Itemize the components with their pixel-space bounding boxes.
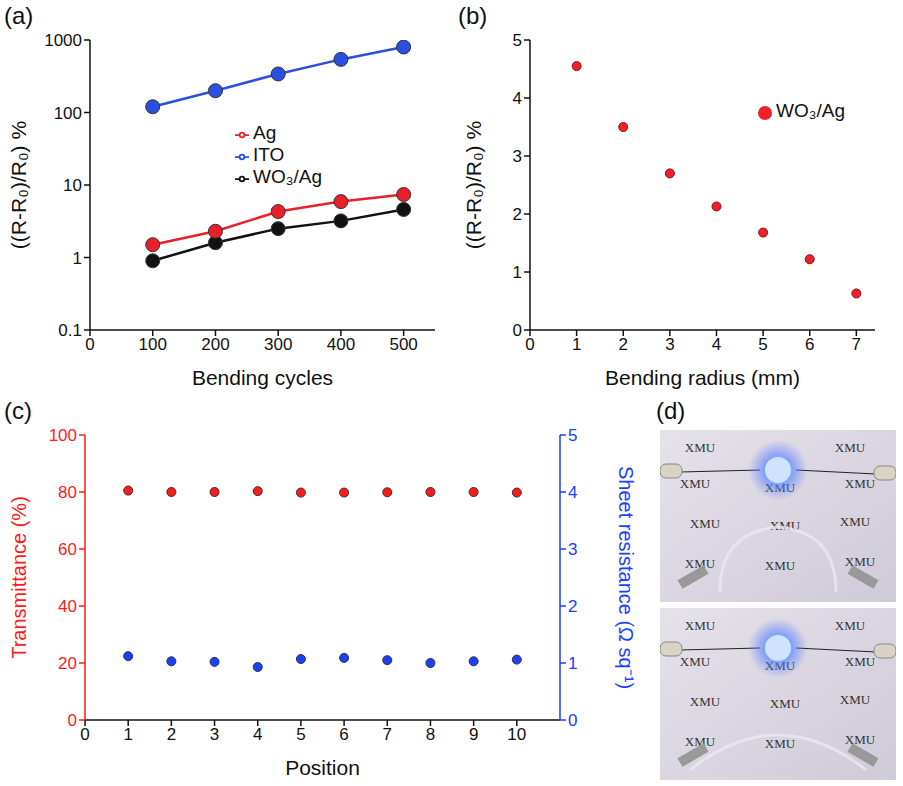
svg-text:40: 40 <box>58 597 77 616</box>
svg-text:XMU: XMU <box>685 440 716 455</box>
svg-text:200: 200 <box>201 335 229 354</box>
svg-text:4: 4 <box>253 725 262 744</box>
svg-text:5: 5 <box>513 31 522 50</box>
svg-text:1: 1 <box>123 725 132 744</box>
svg-text:100: 100 <box>49 426 77 445</box>
svg-text:4: 4 <box>568 483 577 502</box>
svg-text:XMU: XMU <box>845 476 876 491</box>
svg-text:1000: 1000 <box>44 31 82 50</box>
svg-text:0.1: 0.1 <box>58 321 82 340</box>
svg-text:1: 1 <box>572 335 581 354</box>
svg-text:80: 80 <box>58 483 77 502</box>
svg-text:6: 6 <box>339 725 348 744</box>
svg-text:XMU: XMU <box>845 732 876 747</box>
svg-text:9: 9 <box>469 725 478 744</box>
svg-text:2: 2 <box>513 205 522 224</box>
html-text:(d): (d) <box>656 397 686 424</box>
svg-text:3: 3 <box>210 725 219 744</box>
svg-text:7: 7 <box>383 725 392 744</box>
html-text:(b): (b) <box>458 2 488 29</box>
svg-text:5: 5 <box>296 725 305 744</box>
svg-text:0: 0 <box>85 335 94 354</box>
html-text:ITO: ITO <box>253 144 285 165</box>
svg-text:500: 500 <box>389 335 417 354</box>
svg-text:Position: Position <box>285 756 360 779</box>
html-text:WO₃/Ag: WO₃/Ag <box>776 100 845 121</box>
svg-text:XMU: XMU <box>690 516 721 531</box>
svg-text:60: 60 <box>58 540 77 559</box>
svg-text:2: 2 <box>619 335 628 354</box>
svg-text:XMU: XMU <box>680 654 711 669</box>
svg-text:XMU: XMU <box>685 618 716 633</box>
html-text:Ag: Ag <box>253 122 277 143</box>
svg-text:Bending cycles: Bending cycles <box>192 366 333 389</box>
svg-text:XMU: XMU <box>845 654 876 669</box>
svg-text:20: 20 <box>58 654 77 673</box>
html-text:(a): (a) <box>4 2 34 29</box>
html-text:(c): (c) <box>4 397 32 424</box>
svg-text:XMU: XMU <box>835 440 866 455</box>
svg-text:XMU: XMU <box>770 696 801 711</box>
svg-text:0: 0 <box>568 711 577 730</box>
svg-text:8: 8 <box>426 725 435 744</box>
svg-text:XMU: XMU <box>690 694 721 709</box>
svg-text:3: 3 <box>513 147 522 166</box>
svg-text:XMU: XMU <box>840 692 871 707</box>
svg-text:5: 5 <box>568 426 577 445</box>
svg-text:1: 1 <box>513 263 522 282</box>
svg-text:XMU: XMU <box>840 514 871 529</box>
svg-text:4: 4 <box>712 335 721 354</box>
svg-text:Bending radius (mm): Bending radius (mm) <box>605 366 800 389</box>
svg-text:100: 100 <box>54 104 82 123</box>
svg-text:0: 0 <box>80 725 89 744</box>
svg-text:((R-R₀)/R₀) %: ((R-R₀)/R₀) % <box>462 121 485 249</box>
svg-text:7: 7 <box>852 335 861 354</box>
svg-text:2: 2 <box>167 725 176 744</box>
svg-text:1: 1 <box>568 654 577 673</box>
svg-text:400: 400 <box>327 335 355 354</box>
svg-text:XMU: XMU <box>769 518 801 533</box>
svg-text:3: 3 <box>665 335 674 354</box>
svg-text:XMU: XMU <box>845 554 876 569</box>
svg-text:((R-R₀)/R₀) %: ((R-R₀)/R₀) % <box>7 121 30 249</box>
svg-text:0: 0 <box>525 335 534 354</box>
svg-text:5: 5 <box>758 335 767 354</box>
svg-text:300: 300 <box>264 335 292 354</box>
svg-text:XMU: XMU <box>684 734 716 749</box>
svg-text:Sheet resistance (Ω sq⁻¹): Sheet resistance (Ω sq⁻¹) <box>615 466 637 689</box>
html-text:WO₃/Ag: WO₃/Ag <box>253 166 322 187</box>
svg-text:3: 3 <box>568 540 577 559</box>
svg-text:4: 4 <box>513 89 522 108</box>
svg-text:100: 100 <box>139 335 167 354</box>
svg-text:10: 10 <box>63 176 82 195</box>
svg-text:10: 10 <box>507 725 526 744</box>
svg-text:XMU: XMU <box>765 558 796 573</box>
svg-text:XMU: XMU <box>835 618 866 633</box>
svg-text:XMU: XMU <box>765 736 796 751</box>
svg-text:2: 2 <box>568 597 577 616</box>
svg-text:XMU: XMU <box>684 556 716 571</box>
svg-text:0: 0 <box>68 711 77 730</box>
svg-text:1: 1 <box>73 249 82 268</box>
svg-text:XMU: XMU <box>680 476 711 491</box>
svg-text:6: 6 <box>805 335 814 354</box>
svg-text:Transmittance (%): Transmittance (%) <box>8 496 30 659</box>
svg-text:0: 0 <box>513 321 522 340</box>
